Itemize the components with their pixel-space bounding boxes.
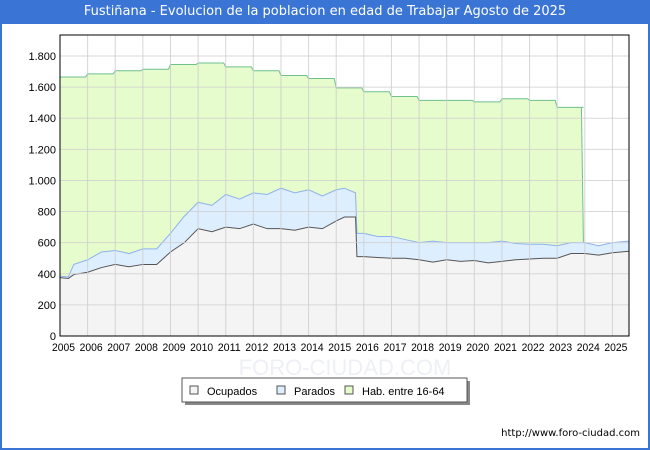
x-tick-label: 2006: [80, 342, 103, 354]
x-tick-label: 2023: [549, 342, 572, 354]
x-tick-label: 2010: [190, 342, 213, 354]
y-tick-label: 1.400: [28, 113, 56, 125]
watermark: FORO-CIUDAD.COM: [239, 355, 452, 380]
legend-label: Parados: [294, 386, 335, 398]
y-tick-label: 1.600: [28, 82, 56, 94]
legend-swatch: [344, 385, 354, 395]
x-tick-label: 2022: [522, 342, 545, 354]
y-tick-label: 600: [38, 238, 56, 250]
x-tick-label: 2007: [107, 342, 130, 354]
y-tick-label: 400: [38, 269, 56, 281]
y-tick-label: 1.000: [28, 175, 56, 187]
x-tick-label: 2020: [466, 342, 489, 354]
source-url[interactable]: http://www.foro-ciudad.com: [501, 428, 640, 439]
plot-border: [59, 34, 630, 337]
x-tick-label: 2008: [135, 342, 158, 354]
x-tick-label: 2016: [356, 342, 379, 354]
series-parados-line: [59, 187, 630, 278]
x-tick-label: 2014: [301, 342, 324, 354]
y-tick-label: 0: [50, 331, 56, 343]
y-tick-label: 800: [38, 207, 56, 219]
y-tick-label: 200: [38, 300, 56, 312]
x-tick-label: 2009: [162, 342, 185, 354]
legend-swatch: [189, 385, 199, 395]
x-tick-label: 2018: [411, 342, 434, 354]
x-tick-label: 2013: [273, 342, 296, 354]
x-tick-label: 2025: [604, 342, 627, 354]
y-tick-label: 1.200: [28, 144, 56, 156]
series-ocupados-line: [59, 216, 630, 279]
x-tick-label: 2015: [328, 342, 351, 354]
series-ocupados-area: [60, 217, 629, 336]
legend-label: Hab. entre 16-64: [362, 386, 445, 398]
chart-title: Fustiñana - Evolucion de la poblacion en…: [83, 4, 567, 19]
x-tick-label: 2024: [577, 342, 600, 354]
legend: [181, 377, 468, 403]
legend-swatch: [276, 385, 286, 395]
x-tick-label: 2012: [245, 342, 268, 354]
x-tick-label: 2021: [494, 342, 517, 354]
x-tick-label: 2005: [52, 342, 75, 354]
x-tick-label: 2011: [218, 342, 241, 354]
x-tick-label: 2017: [383, 342, 406, 354]
y-tick-label: 1.800: [28, 51, 56, 63]
x-tick-label: 2019: [439, 342, 462, 354]
legend-label: Ocupados: [207, 386, 258, 398]
